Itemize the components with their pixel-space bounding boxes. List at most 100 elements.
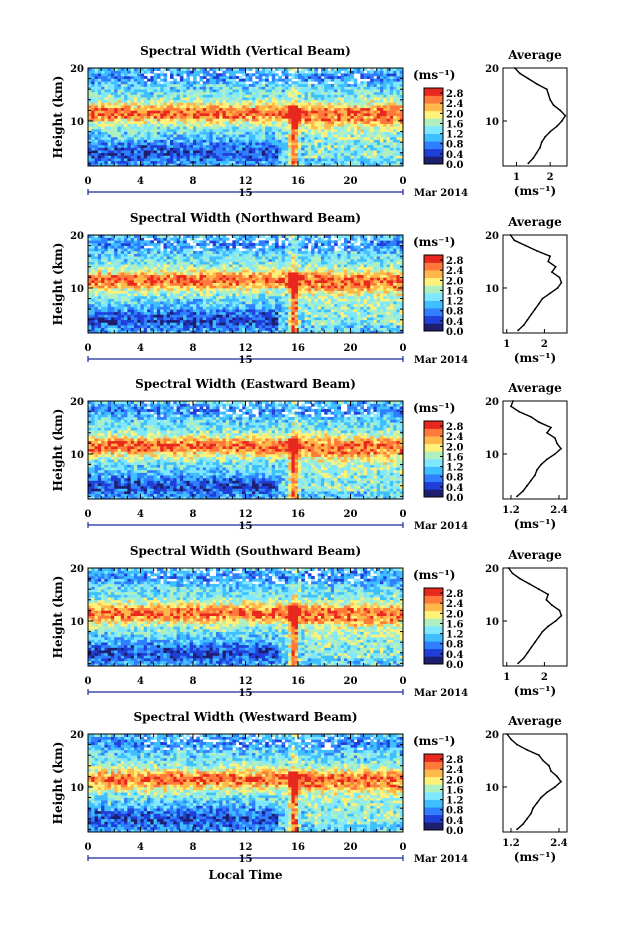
heatmap-cell <box>170 81 174 84</box>
heatmap-cell <box>193 129 197 132</box>
heatmap-cell <box>134 76 138 79</box>
heatmap-cell <box>118 108 122 111</box>
heatmap-cell <box>118 113 122 116</box>
heatmap-cell <box>131 158 135 161</box>
heatmap-cell <box>239 87 243 90</box>
heatmap-cell <box>95 155 99 158</box>
heatmap-cell <box>268 134 272 137</box>
heatmap-cell <box>121 147 125 150</box>
heatmap-cell <box>200 132 204 135</box>
heatmap-cell <box>206 73 210 76</box>
heatmap-cell <box>268 118 272 121</box>
heatmap-cell <box>180 108 184 111</box>
heatmap-cell <box>268 97 272 100</box>
heatmap-cell <box>154 140 158 143</box>
heatmap-cell <box>167 84 171 87</box>
heatmap-cell <box>141 76 145 79</box>
heatmap-cell <box>160 153 164 156</box>
heatmap-cell <box>121 79 125 82</box>
heatmap-cell <box>95 100 99 103</box>
heatmap-cell <box>242 118 246 121</box>
heatmap-cell <box>154 84 158 87</box>
heatmap-cell <box>170 155 174 158</box>
heatmap-cell <box>236 140 240 143</box>
heatmap-cell <box>101 155 105 158</box>
heatmap-cell <box>219 145 223 148</box>
heatmap-cell <box>272 126 276 129</box>
heatmap-cell <box>216 137 220 140</box>
heatmap-cell <box>170 87 174 90</box>
heatmap-cell <box>118 87 122 90</box>
heatmap-cell <box>137 87 141 90</box>
heatmap-cell <box>180 142 184 145</box>
heatmap-cell <box>206 142 210 145</box>
heatmap-cell <box>108 140 112 143</box>
heatmap-cell <box>180 100 184 103</box>
heatmap-cell <box>144 92 148 95</box>
heatmap-cell <box>98 150 102 153</box>
heatmap-cell <box>216 102 220 105</box>
heatmap-cell <box>163 142 167 145</box>
heatmap-cell <box>262 105 266 108</box>
heatmap-cell <box>242 158 246 161</box>
heatmap-cell <box>101 110 105 113</box>
heatmap-cell <box>183 142 187 145</box>
heatmap-cell <box>223 132 227 135</box>
heatmap-cell <box>249 102 253 105</box>
heatmap-cell <box>246 116 250 119</box>
heatmap-cell <box>154 142 158 145</box>
heatmap-cell <box>193 147 197 150</box>
heatmap-cell <box>193 87 197 90</box>
heatmap-cell <box>121 145 125 148</box>
heatmap-cell <box>236 76 240 79</box>
heatmap-cell <box>216 155 220 158</box>
heatmap-cell <box>118 73 122 76</box>
heatmap-cell <box>167 153 171 156</box>
heatmap-cell <box>190 113 194 116</box>
heatmap-cell <box>104 76 108 79</box>
heatmap-cell <box>229 92 233 95</box>
heatmap-cell <box>190 134 194 137</box>
heatmap-cell <box>98 137 102 140</box>
heatmap-cell <box>200 84 204 87</box>
heatmap-cell <box>206 118 210 121</box>
heatmap-cell <box>252 134 256 137</box>
heatmap-cell <box>236 124 240 127</box>
heatmap-cell <box>272 155 276 158</box>
heatmap-cell <box>239 113 243 116</box>
heatmap-cell <box>265 129 269 132</box>
heatmap-cell <box>163 140 167 143</box>
heatmap-cell <box>157 158 161 161</box>
heatmap-cell <box>101 153 105 156</box>
heatmap-cell <box>265 73 269 76</box>
heatmap-cell <box>255 132 259 135</box>
heatmap-cell <box>104 134 108 137</box>
heatmap-cell <box>147 116 151 119</box>
heatmap-cell <box>118 145 122 148</box>
heatmap-cell <box>134 81 138 84</box>
heatmap-cell <box>196 142 200 145</box>
heatmap-cell <box>186 110 190 113</box>
heatmap-cell <box>213 92 217 95</box>
heatmap-cell <box>213 105 217 108</box>
heatmap-cell <box>101 71 105 74</box>
heatmap-cell <box>268 137 272 140</box>
heatmap-cell <box>127 76 131 79</box>
heatmap-cell <box>144 132 148 135</box>
heatmap-cell <box>147 147 151 150</box>
heatmap-cell <box>101 105 105 108</box>
heatmap-cell <box>259 121 263 124</box>
heatmap-cell <box>157 134 161 137</box>
heatmap-cell <box>232 81 236 84</box>
heatmap-cell <box>183 71 187 74</box>
heatmap-cell <box>101 147 105 150</box>
heatmap-cell <box>246 73 250 76</box>
heatmap-cell <box>121 150 125 153</box>
heatmap-cell <box>252 145 256 148</box>
heatmap-cell <box>193 126 197 129</box>
heatmap-cell <box>232 147 236 150</box>
heatmap-cell <box>124 71 128 74</box>
heatmap-cell <box>134 100 138 103</box>
heatmap-cell <box>177 153 181 156</box>
heatmap-cell <box>219 142 223 145</box>
